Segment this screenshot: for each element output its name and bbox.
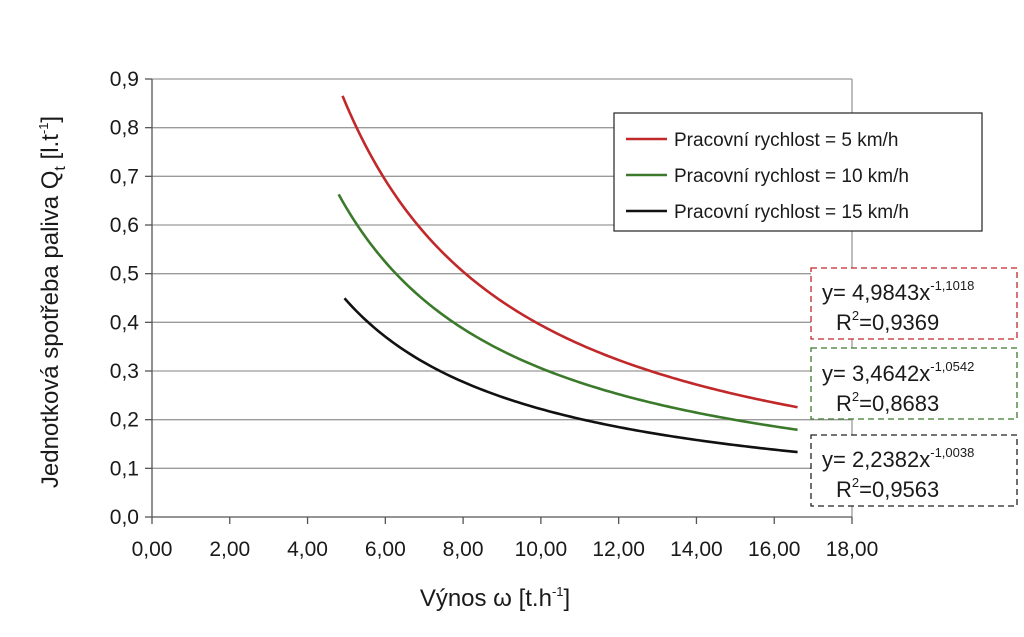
y-tick-labels: 0,0 0,1 0,2 0,3 0,4 0,5 0,6 0,7 0,8 0,9 <box>110 68 140 529</box>
legend-label-10kmh: Pracovní rychlost = 10 km/h <box>674 166 909 187</box>
series-lines <box>337 95 798 454</box>
equation-5kmh: y= 4,9843x-1,1018 <box>822 278 974 305</box>
y-tick-label: 0,5 <box>110 263 139 286</box>
y-axis-title-sub: t <box>52 166 69 171</box>
x-tick-label: 2,00 <box>209 538 250 561</box>
x-axis-title-sup: -1 <box>552 584 564 599</box>
x-tick-label: 6,00 <box>365 538 406 561</box>
x-tick-label: 16,00 <box>748 538 801 561</box>
x-tick-label: 10,00 <box>515 538 568 561</box>
equation-15kmh: y= 2,2382x-1,0038 <box>822 445 974 472</box>
y-axis-title-sup: -1 <box>36 123 51 135</box>
r2-5kmh: R2=0,9369 <box>836 308 939 335</box>
y-tick-label: 0,3 <box>110 360 139 383</box>
r2-10kmh: R2=0,8683 <box>836 389 939 416</box>
series-line-2 <box>343 297 798 454</box>
y-tick-label: 0,0 <box>110 506 139 529</box>
y-axis-title: Jednotková spotřeba paliva Qt [l.t-1] <box>36 116 69 488</box>
legend: Pracovní rychlost = 5 km/h Pracovní rych… <box>613 112 983 232</box>
x-tick-label: 14,00 <box>670 538 723 561</box>
x-tick-labels: 0,00 2,00 4,00 6,00 8,00 10,00 12,00 14,00 16,00… <box>132 538 879 561</box>
x-tick-label: 18,00 <box>826 538 879 561</box>
equation-box-10kmh: y= 3,4642x-1,0542 R2=0,8683 <box>810 347 1018 420</box>
r2-15kmh: R2=0,9563 <box>836 475 939 502</box>
y-tick-label: 0,6 <box>110 214 139 237</box>
legend-label-5kmh: Pracovní rychlost = 5 km/h <box>674 130 898 151</box>
x-axis-title: Výnos ω [t.h-1] <box>420 584 570 612</box>
y-axis-title-main: Jednotková spotřeba paliva Q <box>37 171 64 489</box>
y-tick-label: 0,9 <box>110 68 139 91</box>
x-axis-title-main: Výnos ω [t.h <box>420 585 552 612</box>
y-tick-label: 0,7 <box>110 165 139 188</box>
x-tick-label: 4,00 <box>287 538 328 561</box>
equation-box-5kmh: y= 4,9843x-1,1018 R2=0,9369 <box>810 267 1018 340</box>
equation-10kmh: y= 3,4642x-1,0542 <box>822 359 974 386</box>
y-tick-label: 0,1 <box>110 457 139 480</box>
y-axis-title-mid: [l.t <box>37 134 64 166</box>
equation-box-15kmh: y= 2,2382x-1,0038 R2=0,9563 <box>810 434 1018 507</box>
y-tick-label: 0,4 <box>110 311 140 334</box>
x-tick-label: 12,00 <box>592 538 645 561</box>
series-line-1 <box>337 193 798 432</box>
x-tick-label: 0,00 <box>132 538 173 561</box>
y-tick-label: 0,8 <box>110 117 139 140</box>
x-axis-title-end: ] <box>564 585 571 612</box>
legend-label-15kmh: Pracovní rychlost = 15 km/h <box>674 202 909 223</box>
x-tick-label: 8,00 <box>443 538 484 561</box>
y-axis-title-end: ] <box>37 116 64 123</box>
series-line-0 <box>341 95 798 409</box>
y-tick-label: 0,2 <box>110 409 139 432</box>
